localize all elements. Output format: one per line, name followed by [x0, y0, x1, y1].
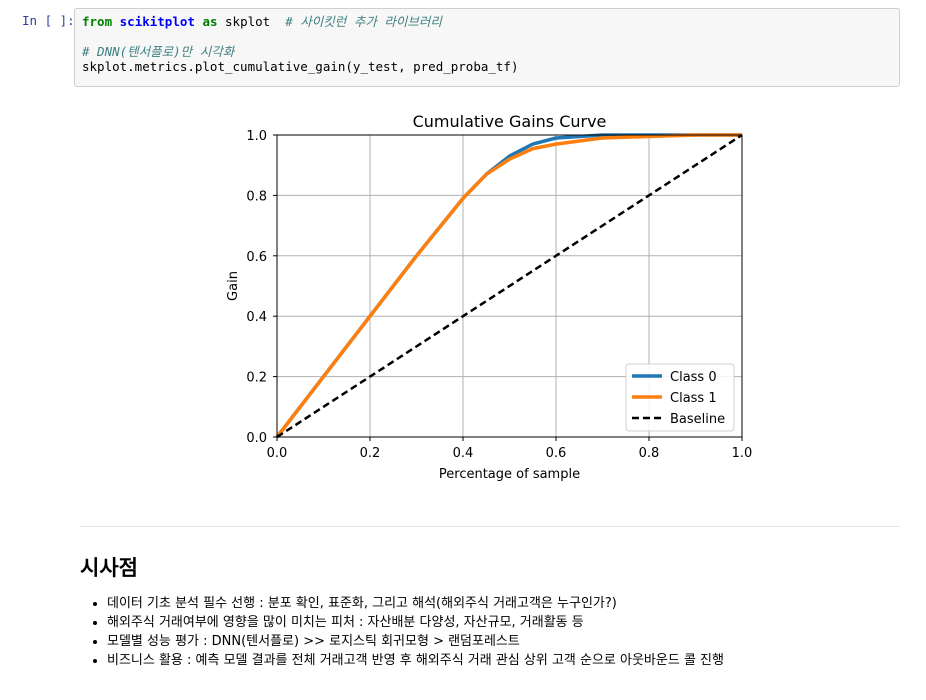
insight-list: 데이터 기초 분석 필수 선행 : 분포 확인, 표준화, 그리고 해석(해외주… — [80, 594, 724, 670]
series-line-class-1 — [275, 133, 742, 439]
x-axis-label: Percentage of sample — [439, 467, 580, 482]
x-tick-label: 1.0 — [732, 446, 753, 461]
insight-item: 해외주식 거래여부에 영향을 많이 미치는 피처 : 자산배분 다양성, 자산규… — [107, 613, 724, 632]
y-tick-label: 0.8 — [246, 189, 267, 204]
keyword-from: from — [82, 14, 113, 29]
insight-item: 모델별 성능 평가 : DNN(텐서플로) >> 로지스틱 회귀모형 > 랜덤포… — [107, 632, 724, 651]
chart-title: Cumulative Gains Curve — [413, 112, 607, 131]
x-tick-label: 0.6 — [546, 446, 567, 461]
section-divider — [80, 526, 900, 527]
cumulative-gains-chart: 0.0 0.2 0.4 0.6 0.8 1.0 0.0 0.2 0.4 0.6 0.8 1.0 Cu… — [226, 112, 753, 482]
markdown-heading: 시사점 — [80, 556, 138, 580]
code-comment-dnn: # DNN(텐서플로)만 시각화 — [82, 44, 235, 59]
insight-item: 비즈니스 활용 : 예측 모델 결과를 전체 거래고객 반영 후 해외주식 거래… — [107, 651, 724, 670]
series-line-baseline — [276, 133, 743, 439]
legend-label: Baseline — [670, 412, 725, 427]
code-line-plot-call: skplot.metrics.plot_cumulative_gain(y_te… — [82, 59, 519, 74]
code-line-import: from scikitplot as skplot # 사이킷런 추가 라이브러… — [82, 14, 892, 29]
y-tick-label: 0.2 — [246, 371, 267, 386]
legend-box — [625, 363, 735, 432]
legend-label: Class 1 — [670, 391, 717, 406]
y-axis-label: Gain — [226, 271, 241, 301]
x-axis-ticks: 0.0 0.2 0.4 0.6 0.8 1.0 — [267, 437, 753, 461]
x-tick-label: 0.8 — [639, 446, 660, 461]
code-comment-import: # 사이킷런 추가 라이브러리 — [285, 14, 442, 29]
insight-item: 데이터 기초 분석 필수 선행 : 분포 확인, 표준화, 그리고 해석(해외주… — [107, 594, 724, 613]
y-tick-label: 0.0 — [246, 431, 267, 446]
x-tick-label: 0.2 — [360, 446, 381, 461]
y-tick-label: 1.0 — [246, 129, 267, 144]
plot-frame — [276, 134, 743, 438]
keyword-as: as — [202, 14, 218, 29]
legend-label: Class 0 — [670, 370, 717, 385]
module-alias: skplot — [225, 14, 271, 29]
module-name: scikitplot — [119, 14, 195, 29]
x-tick-label: 0.4 — [453, 446, 474, 461]
x-tick-label: 0.0 — [267, 446, 288, 461]
chart-legend: Class 0 Class 1 Baseline — [625, 363, 735, 432]
cell-prompt: In [ ]: — [22, 13, 75, 28]
y-tick-label: 0.6 — [246, 250, 267, 265]
y-tick-label: 0.4 — [246, 310, 267, 325]
code-cell[interactable]: from scikitplot as skplot # 사이킷런 추가 라이브러… — [74, 8, 900, 87]
y-axis-ticks: 0.0 0.2 0.4 0.6 0.8 1.0 — [246, 129, 277, 446]
